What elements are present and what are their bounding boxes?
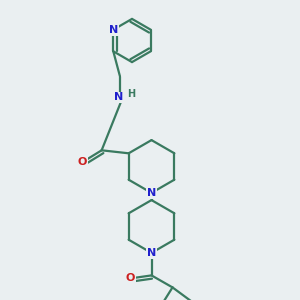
Text: N: N	[147, 248, 156, 258]
Text: O: O	[77, 157, 87, 167]
Text: H: H	[127, 89, 135, 99]
Text: O: O	[126, 273, 135, 284]
Text: N: N	[109, 25, 118, 35]
Text: N: N	[147, 188, 156, 198]
Text: N: N	[114, 92, 123, 103]
